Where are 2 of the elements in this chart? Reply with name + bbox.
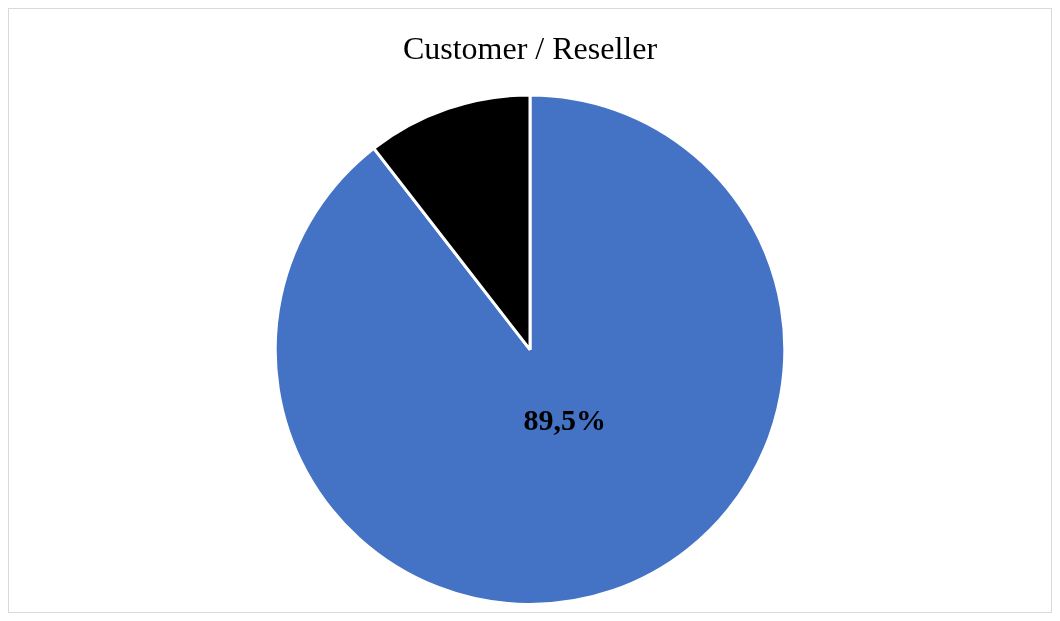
data-label: 89,5% [523,402,606,436]
chart-title: Customer / Reseller [402,29,658,66]
